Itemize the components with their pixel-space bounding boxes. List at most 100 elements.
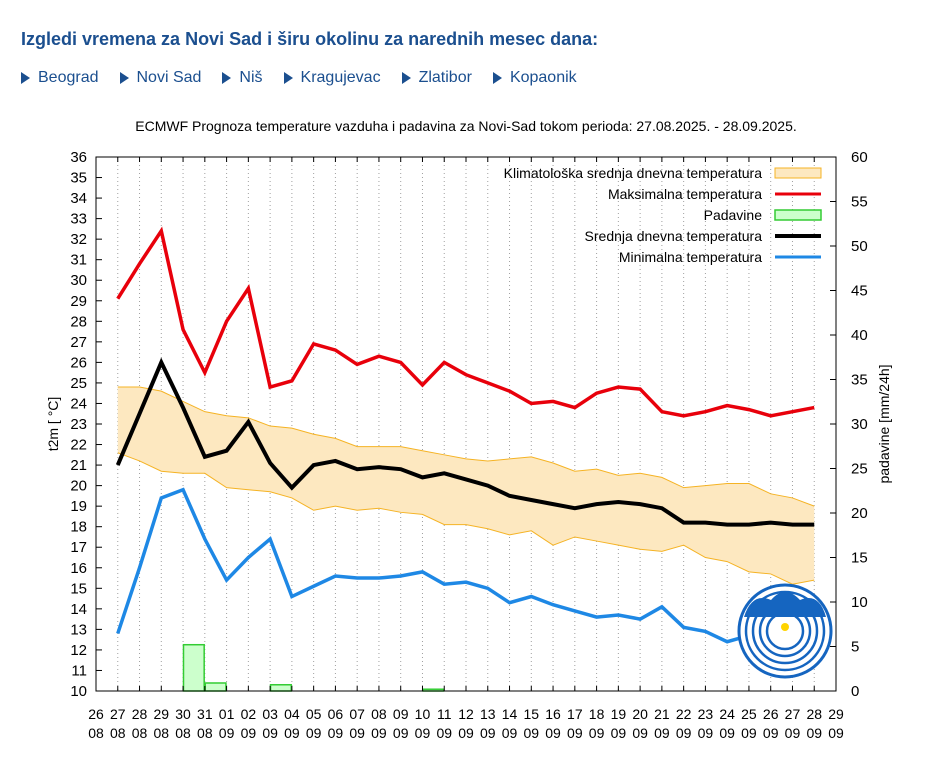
x-tick-label-month: 09	[219, 725, 235, 741]
x-tick-label-day: 23	[698, 706, 714, 722]
y-tick-label: 35	[70, 170, 87, 187]
y2-tick-label: 40	[851, 327, 868, 344]
y-tick-label: 12	[70, 642, 87, 659]
y-axis-label: t2m [ °C]	[45, 397, 61, 452]
chart-title: ECMWF Prognoza temperature vazduha i pad…	[135, 118, 797, 134]
y-tick-label: 20	[70, 478, 87, 495]
y-tick-label: 33	[70, 211, 87, 228]
logo-emblem	[737, 583, 833, 679]
y2-tick-label: 50	[851, 238, 868, 255]
x-tick-label-day: 28	[806, 706, 822, 722]
city-link-nis[interactable]: Niš	[222, 69, 263, 87]
y-tick-label: 26	[70, 354, 87, 371]
x-tick-label-month: 08	[88, 725, 104, 741]
x-tick-label-day: 21	[654, 706, 670, 722]
y-tick-label: 22	[70, 437, 87, 454]
city-label: Niš	[239, 69, 263, 86]
city-link-kragujevac[interactable]: Kragujevac	[283, 69, 381, 87]
legend-swatch-rain	[774, 209, 822, 221]
x-tick-label-month: 09	[415, 725, 431, 741]
x-tick-label-day: 28	[132, 706, 148, 722]
x-tick-label-day: 12	[458, 706, 474, 722]
x-tick-label-day: 14	[502, 706, 518, 722]
x-tick-label-day: 09	[393, 706, 409, 722]
x-tick-label-month: 09	[436, 725, 452, 741]
rain-bar	[269, 684, 292, 692]
x-tick-label-month: 08	[197, 725, 213, 741]
y-tick-label: 19	[70, 498, 87, 515]
legend-label: Klimatološka srednja dnevna temperatura	[504, 165, 763, 181]
y-tick-label: 28	[70, 313, 87, 330]
x-tick-label-month: 09	[567, 725, 583, 741]
y-tick-label: 13	[70, 621, 87, 638]
x-tick-label-day: 18	[589, 706, 605, 722]
x-tick-label-day: 08	[371, 706, 387, 722]
y-tick-label: 11	[71, 662, 87, 679]
y-tick-label: 16	[70, 560, 87, 577]
y2-tick-label: 60	[851, 149, 868, 166]
x-tick-label-day: 07	[349, 706, 365, 722]
x-tick-label-day: 19	[611, 706, 627, 722]
y2-tick-label: 15	[851, 550, 868, 567]
y2-axis-label: padavine [mm/24h]	[876, 364, 892, 483]
city-link-kopaonik[interactable]: Kopaonik	[492, 69, 577, 87]
legend-label: Padavine	[704, 207, 763, 223]
x-tick-label-day: 29	[154, 706, 170, 722]
legend: Klimatološka srednja dnevna temperatura M…	[504, 165, 822, 265]
clim-upper-line	[117, 386, 815, 507]
y-tick-label: 23	[70, 416, 87, 433]
city-link-beograd[interactable]: Beograd	[21, 69, 99, 87]
x-tick-label-month: 09	[371, 725, 387, 741]
x-tick-label-day: 17	[567, 706, 583, 722]
y-tick-label: 27	[70, 334, 87, 351]
x-tick-label-day: 25	[741, 706, 757, 722]
x-tick-label-day: 27	[110, 706, 126, 722]
x-tick-label-month: 09	[763, 725, 779, 741]
x-tick-label-day: 15	[524, 706, 540, 722]
x-tick-label-day: 10	[415, 706, 431, 722]
city-label: Kragujevac	[300, 69, 381, 86]
x-tick-label-month: 09	[611, 725, 627, 741]
x-tick-label-day: 13	[480, 706, 496, 722]
rain-bar	[204, 682, 227, 692]
x-tick-label-month: 08	[154, 725, 170, 741]
x-tick-label-month: 08	[175, 725, 191, 741]
city-label: Zlatibor	[418, 69, 472, 86]
x-tick-label-month: 09	[284, 725, 300, 741]
x-tick-label-month: 09	[741, 725, 757, 741]
x-tick-label-month: 09	[654, 725, 670, 741]
page-heading: Izgledi vremena za Novi Sad i širu okoli…	[21, 29, 599, 49]
y2-tick-label: 10	[851, 594, 868, 611]
x-tick-label-day: 26	[88, 706, 104, 722]
city-link-zlatibor[interactable]: Zlatibor	[401, 69, 472, 87]
y-tick-label: 21	[70, 457, 87, 474]
x-tick-label-month: 09	[349, 725, 365, 741]
x-tick-label-month: 09	[719, 725, 735, 741]
legend-label: Srednja dnevna temperatura	[585, 228, 763, 244]
x-tick-label-month: 08	[132, 725, 148, 741]
clim-band-layer	[117, 386, 815, 585]
legend-swatch-clim	[774, 167, 822, 179]
clim-band	[117, 387, 815, 585]
x-tick-label-month: 09	[393, 725, 409, 741]
x-tick-label-month: 09	[676, 725, 692, 741]
y2-tick-label: 5	[851, 639, 859, 656]
x-tick-label-month: 09	[241, 725, 257, 741]
y-tick-label: 29	[70, 293, 87, 310]
arrow-right-icon	[283, 72, 293, 84]
x-tick-label-month: 09	[458, 725, 474, 741]
y2-tick-label: 20	[851, 505, 868, 522]
arrow-right-icon	[119, 72, 129, 84]
arrow-right-icon	[401, 72, 411, 84]
x-tick-label-month: 09	[502, 725, 518, 741]
rain-bars-layer	[182, 643, 445, 692]
series-lines-layer	[115, 226, 815, 652]
x-tick-label-month: 09	[480, 725, 496, 741]
y2-tick-label: 35	[851, 372, 868, 389]
y-tick-label: 24	[70, 395, 87, 412]
y-tick-label: 32	[70, 231, 87, 248]
y2-tick-label: 0	[851, 683, 859, 700]
x-tick-label-month: 09	[545, 725, 561, 741]
city-link-novi-sad[interactable]: Novi Sad	[119, 69, 201, 87]
y-tick-label: 15	[70, 580, 87, 597]
